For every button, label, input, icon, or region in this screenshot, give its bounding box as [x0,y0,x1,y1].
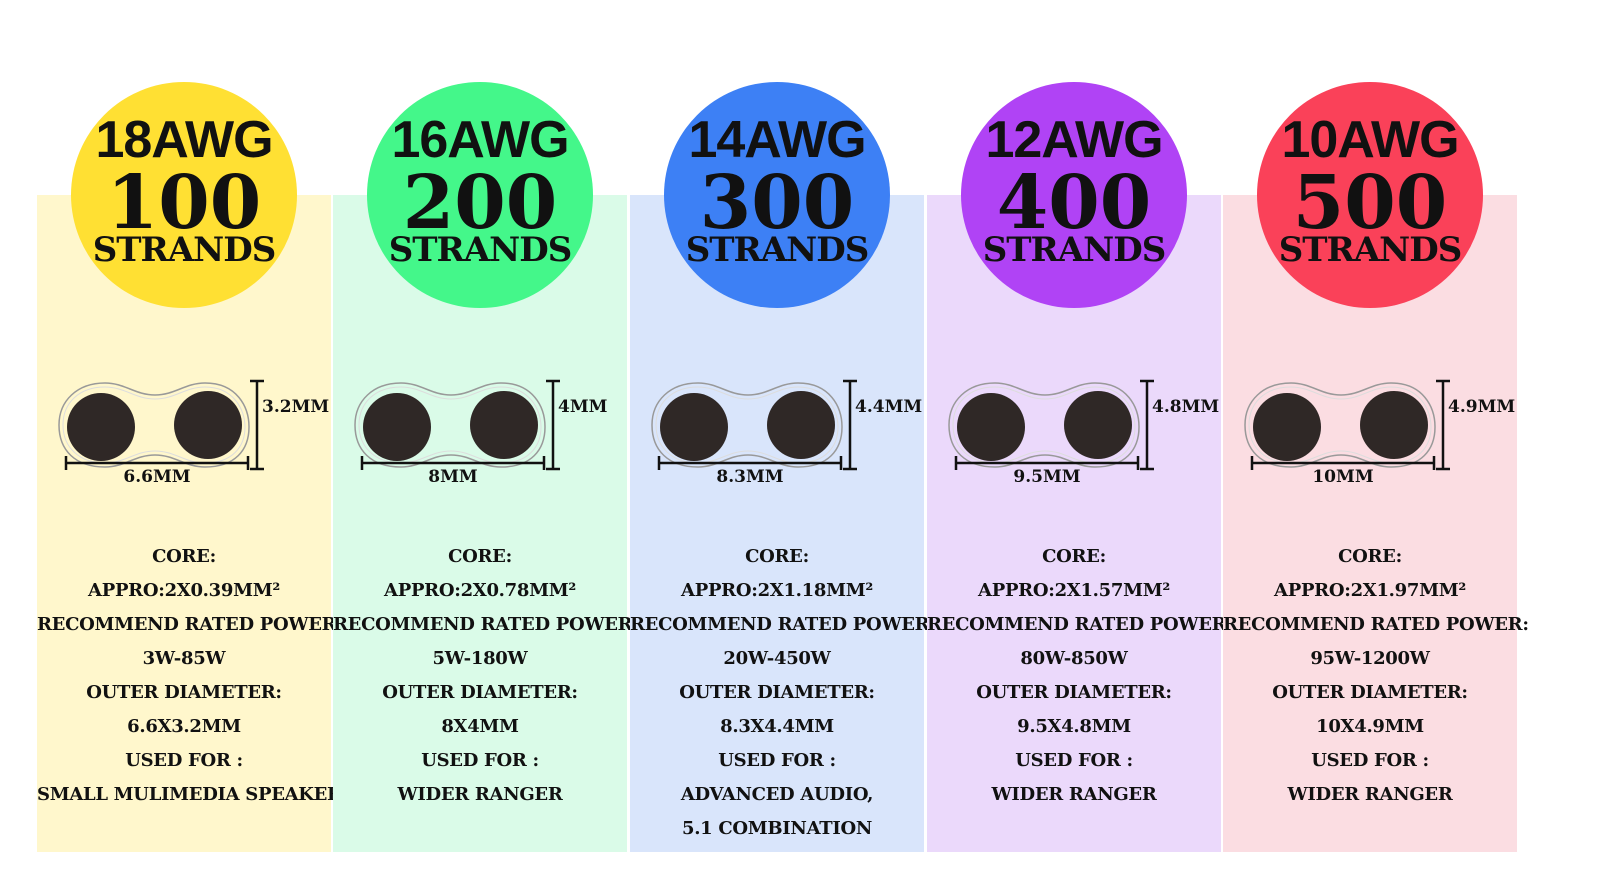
power-value: 3W-85W [142,648,226,669]
gauge-column-16awg: 4MM 8MM CORE: APPRO:2X0.78MM² RECOMMEND RATE… [333,195,639,852]
strands-label: STRANDS [92,230,277,270]
height-dimension-label: 4.4MM [855,397,923,417]
gauge-badge: 10AWG 500 STRANDS [1257,82,1483,308]
core-value: APPRO:2X1.57MM² [978,580,1170,601]
power-value: 20W-450W [723,648,831,669]
strands-label: STRANDS [982,230,1167,270]
cable-cross-section-icon [651,379,857,471]
cable-cross-section-icon [58,379,264,471]
power-label: RECOMMEND RATED POWER: [927,614,1233,635]
outer-diameter-label: OUTER DIAMETER: [976,682,1172,703]
cable-cross-section-diagram: 3.2MM 6.6MM [37,355,331,490]
gauge-column-10awg: 4.9MM 10MM CORE: APPRO:2X1.97MM² RECOMMEND R… [1223,195,1529,852]
strand-count: 100 [106,160,262,246]
gauge-badge: 12AWG 400 STRANDS [961,82,1187,308]
cable-cross-section-diagram: 4.4MM 8.3MM [630,355,924,490]
cable-cross-section-diagram: 4.8MM 9.5MM [927,355,1221,490]
outer-diameter-label: OUTER DIAMETER: [382,682,578,703]
used-for-value: WIDER RANGER [1287,784,1453,805]
core-value: APPRO:2X0.78MM² [384,580,576,601]
gauge-badge: 14AWG 300 STRANDS [664,82,890,308]
used-for-label: USED FOR : [1311,750,1429,771]
used-for-label: USED FOR : [1015,750,1133,771]
gauge-label: 18AWG [95,111,273,169]
height-dimension-label: 4.9MM [1448,397,1516,417]
gauge-label: 10AWG [1281,111,1459,169]
cable-cross-section-diagram: 4MM 8MM [333,355,627,490]
width-dimension-label: 10MM [1312,467,1374,487]
height-dimension-label: 3.2MM [262,397,330,417]
outer-diameter-value: 8X4MM [441,716,519,737]
gauge-label: 12AWG [985,111,1163,169]
width-dimension-label: 6.6MM [123,467,191,487]
spec-text: CORE: APPRO:2X0.39MM² RECOMMEND RATED POWE… [37,540,343,812]
outer-diameter-label: OUTER DIAMETER: [1272,682,1468,703]
strands-label: STRANDS [388,230,573,270]
outer-diameter-value: 9.5X4.8MM [1017,716,1131,737]
used-for-value: 5.1 COMBINATION [681,818,873,839]
core-label: CORE: [152,546,216,567]
height-dimension-label: 4MM [558,397,608,417]
gauge-badge: 18AWG 100 STRANDS [71,82,297,308]
spec-text: CORE: APPRO:2X0.78MM² RECOMMEND RATED POWE… [333,540,639,812]
strand-count: 200 [402,160,558,246]
spec-text: CORE: APPRO:2X1.57MM² RECOMMEND RATED POWE… [927,540,1233,812]
cable-cross-section-diagram: 4.9MM 10MM [1223,355,1517,490]
gauge-label: 14AWG [688,111,866,169]
gauge-badge: 16AWG 200 STRANDS [367,82,593,308]
used-for-label: USED FOR : [718,750,836,771]
core-value: APPRO:2X0.39MM² [88,580,280,601]
core-value: APPRO:2X1.18MM² [681,580,873,601]
outer-diameter-value: 6.6X3.2MM [127,716,241,737]
strands-label: STRANDS [685,230,870,270]
width-dimension-label: 8MM [428,467,478,487]
cable-cross-section-icon [1244,379,1450,471]
spec-text: CORE: APPRO:2X1.18MM² RECOMMEND RATED POWE… [630,540,936,846]
strands-label: STRANDS [1278,230,1463,270]
core-label: CORE: [1338,546,1402,567]
power-value: 5W-180W [432,648,528,669]
power-label: RECOMMEND RATED POWER: [630,614,936,635]
power-label: RECOMMEND RATED POWER: [333,614,639,635]
used-for-label: USED FOR : [421,750,539,771]
used-for-label: USED FOR : [125,750,243,771]
core-label: CORE: [1042,546,1106,567]
power-label: RECOMMEND RATED POWER: [37,614,343,635]
core-label: CORE: [745,546,809,567]
width-dimension-label: 8.3MM [716,467,784,487]
used-for-value: WIDER RANGER [991,784,1157,805]
used-for-value: SMALL MULIMEDIA SPEAKER [37,784,342,805]
power-value: 95W-1200W [1310,648,1430,669]
outer-diameter-label: OUTER DIAMETER: [86,682,282,703]
outer-diameter-label: OUTER DIAMETER: [679,682,875,703]
width-dimension-label: 9.5MM [1013,467,1081,487]
strand-count: 400 [996,160,1152,246]
gauge-label: 16AWG [391,111,569,169]
core-label: CORE: [448,546,512,567]
outer-diameter-value: 10X4.9MM [1316,716,1424,737]
strand-count: 500 [1292,160,1448,246]
power-label: RECOMMEND RATED POWER: [1223,614,1529,635]
core-value: APPRO:2X1.97MM² [1274,580,1466,601]
outer-diameter-value: 8.3X4.4MM [720,716,834,737]
power-value: 80W-850W [1020,648,1128,669]
spec-text: CORE: APPRO:2X1.97MM² RECOMMEND RATED POWE… [1223,540,1529,812]
cable-cross-section-icon [948,379,1154,471]
used-for-value: ADVANCED AUDIO, [680,784,874,805]
cable-cross-section-icon [354,379,560,471]
height-dimension-label: 4.8MM [1152,397,1220,417]
used-for-value: WIDER RANGER [397,784,563,805]
strand-count: 300 [699,160,855,246]
